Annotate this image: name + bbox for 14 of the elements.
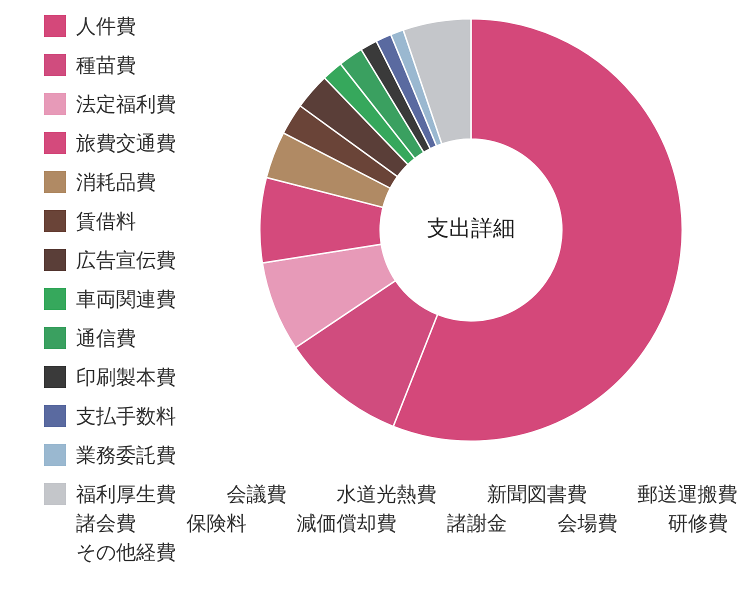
legend-label: 通信費	[76, 325, 136, 352]
legend-label: 福利厚生費 会議費 水道光熱費 新聞図書費 郵送運搬費諸会費 保険料 減価償却費 諸謝金 会場費 研修費その他経費	[76, 481, 738, 566]
legend-label: 種苗費	[76, 52, 136, 79]
legend-label: 支払手数料	[76, 403, 176, 430]
legend-label: 印刷製本費	[76, 364, 176, 391]
legend-label: 法定福利費	[76, 91, 176, 118]
legend-label: 車両関連費	[76, 286, 176, 313]
legend-label: 広告宣伝費	[76, 247, 176, 274]
legend-label: 業務委託費	[76, 442, 176, 469]
legend-label: 人件費	[76, 13, 136, 40]
legend-label: 旅費交通費	[76, 130, 176, 157]
text: 支出詳細	[427, 216, 515, 242]
legend-label: 賃借料	[76, 208, 136, 235]
legend-label: 消耗品費	[76, 169, 156, 196]
